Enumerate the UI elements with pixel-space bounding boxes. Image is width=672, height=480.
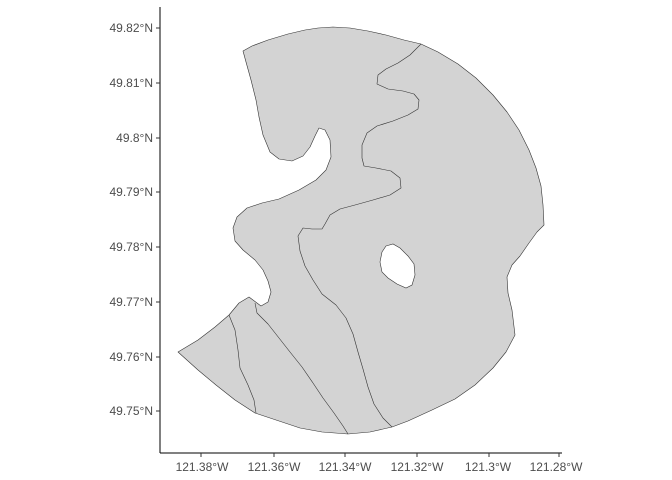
y-tick-label: 49.79°N	[110, 185, 154, 199]
y-tick-label: 49.76°N	[110, 350, 154, 364]
internal-boundary-south	[228, 314, 257, 414]
y-tick-label: 49.78°N	[110, 240, 154, 254]
y-tick-label: 49.75°N	[110, 404, 154, 418]
x-axis-labels: 121.38°W 121.36°W 121.34°W 121.32°W 121.…	[176, 460, 584, 474]
x-tick-label: 121.3°W	[465, 460, 512, 474]
study-area-polygon	[177, 26, 545, 435]
x-tick-label: 121.36°W	[248, 460, 302, 474]
y-axis-ticks	[156, 27, 160, 412]
y-tick-label: 49.77°N	[110, 295, 154, 309]
internal-boundary-middle	[254, 302, 349, 435]
y-tick-label: 49.8°N	[116, 131, 153, 145]
internal-boundary-north	[297, 43, 422, 428]
inner-hole	[379, 243, 416, 289]
x-tick-label: 121.34°W	[319, 460, 373, 474]
y-tick-label: 49.82°N	[110, 21, 154, 35]
y-axis-labels: 49.82°N 49.81°N 49.8°N 49.79°N 49.78°N 4…	[110, 21, 154, 418]
x-tick-label: 121.28°W	[530, 460, 584, 474]
x-axis-ticks	[200, 453, 560, 457]
x-tick-label: 121.32°W	[391, 460, 445, 474]
y-tick-label: 49.81°N	[110, 76, 154, 90]
x-tick-label: 121.38°W	[176, 460, 230, 474]
